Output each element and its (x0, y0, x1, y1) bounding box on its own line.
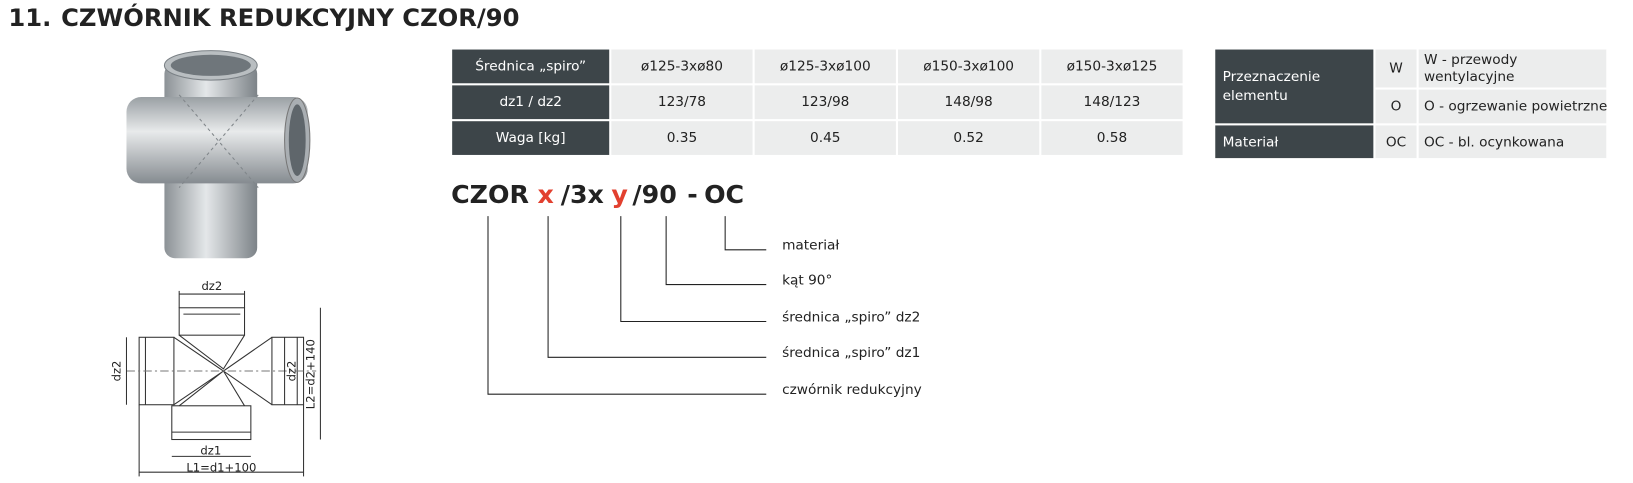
code-part: /3x (561, 180, 604, 209)
code-label: kąt 90° (782, 272, 832, 288)
table-cell-text: dz1 / dz2 (499, 94, 561, 110)
table-cell-text: ø150-3xø100 (923, 58, 1014, 74)
table-cell (754, 85, 896, 120)
content: 11. CZWÓRNIK REDUKCYJNY CZOR/90 Średnica „… (8, 2, 1607, 477)
code-label: średnica „spiro” dz1 (782, 345, 920, 361)
section-title: CZWÓRNIK REDUKCYJNY CZOR/90 (61, 2, 519, 32)
table-cell (611, 49, 753, 84)
table-cell (1041, 121, 1183, 155)
table-cell (898, 85, 1040, 120)
table-cell (452, 121, 610, 155)
legend-cell (1215, 49, 1374, 124)
legend-code: O (1391, 98, 1402, 114)
table-cell-text: 148/123 (1084, 94, 1141, 110)
code-label: średnica „spiro” dz2 (782, 309, 920, 325)
table-cell (1041, 49, 1183, 84)
code-part: y (611, 180, 628, 209)
code-part: x (538, 180, 554, 209)
code-part: CZOR (451, 180, 529, 209)
legend-cell (1375, 89, 1417, 124)
dimension-label: L2=d2+140 (303, 339, 317, 409)
table-cell (898, 121, 1040, 155)
table-cell (1041, 85, 1183, 120)
table-cell (452, 49, 610, 84)
legend-text: OC - bl. ocynkowana (1424, 134, 1564, 150)
dimension-label: dz1 (200, 444, 221, 458)
table-cell-text: 148/98 (945, 94, 993, 110)
table-cell (611, 85, 753, 120)
code-leader-lines (487, 216, 767, 395)
code-part: OC (704, 180, 744, 209)
legend-label: Przeznaczenie elementu (1223, 69, 1321, 104)
table-cell-text: ø125-3xø100 (780, 58, 871, 74)
legend-cell (1215, 125, 1374, 159)
table-cell-text: Waga [kg] (496, 130, 566, 146)
dimension-label: L1=d1+100 (186, 460, 256, 474)
legend-cell (1418, 125, 1607, 159)
legend-text: O - ogrzewanie powietrzne (1424, 98, 1607, 114)
table-cell (754, 49, 896, 84)
code-label: czwórnik redukcyjny (782, 382, 922, 398)
code-part: /90 (632, 180, 676, 209)
dimension-label: dz2 (284, 361, 298, 382)
table-cell-text: ø125-3xø80 (641, 58, 723, 74)
dimension-label: dz2 (109, 361, 123, 382)
legend-cell (1418, 49, 1607, 88)
section-number: 11. (8, 3, 51, 32)
legend-cell (1375, 49, 1417, 88)
table-cell-text: Średnica „spiro” (475, 56, 586, 74)
table-cell (452, 85, 610, 120)
legend-code: W (1389, 61, 1403, 77)
table-cell-text: 0.45 (810, 130, 840, 146)
table-cell-text: 0.52 (953, 130, 983, 146)
product-photo (126, 50, 311, 259)
table-cell-text: 123/98 (801, 94, 849, 110)
technical-drawing (125, 290, 321, 477)
legend-cell (1418, 89, 1607, 124)
table-cell-text: 123/78 (658, 94, 706, 110)
code-part: - (687, 180, 698, 209)
legend-label: Materiał (1223, 134, 1279, 150)
table-cell (754, 121, 896, 155)
table-cell (898, 49, 1040, 84)
code-label: materiał (782, 238, 839, 254)
legend-cell (1375, 125, 1417, 159)
table-cell (611, 121, 753, 155)
table-cell-text: ø150-3xø125 (1067, 58, 1158, 74)
legend-code: OC (1386, 134, 1406, 150)
table-cell-text: 0.58 (1097, 130, 1127, 146)
dimension-label: dz2 (201, 279, 222, 293)
legend-text: W - przewody wentylacyjne (1424, 52, 1517, 85)
table-cell-text: 0.35 (667, 130, 697, 146)
